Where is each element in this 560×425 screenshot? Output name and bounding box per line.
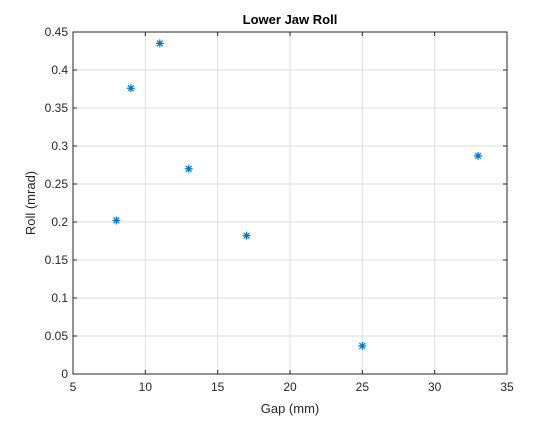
y-tick-label: 0.15 [45,253,69,267]
x-tick-label: 15 [211,380,225,394]
y-tick-label: 0.25 [45,177,69,191]
marker-stroke [474,152,482,160]
x-tick-label: 20 [283,380,297,394]
y-tick-label: 0.4 [51,63,68,77]
y-tick-label: 0.2 [51,215,68,229]
y-tick-label: 0.3 [51,139,68,153]
data-point [112,216,121,225]
y-axis-ticks: 0 0.05 0.1 0.15 0.2 0.25 0.3 0.35 0.4 0.45 [45,25,507,381]
x-tick-label: 35 [500,380,514,394]
data-point [242,231,251,240]
data-point [155,39,164,48]
data-points [112,39,483,350]
marker-stroke [359,342,366,350]
y-tick-label: 0.35 [45,101,69,115]
x-axis-label: Gap (mm) [261,401,320,416]
marker-stroke [127,84,135,92]
data-point [358,341,367,350]
y-tick-label: 0 [61,367,68,381]
x-tick-label: 10 [139,380,153,394]
marker-stroke [113,217,120,224]
chart-title: Lower Jaw Roll [243,12,338,27]
marker-stroke [156,40,164,47]
y-tick-label: 0.1 [51,291,68,305]
y-tick-label: 0.05 [45,329,69,343]
y-axis-label: Roll (mrad) [23,171,38,235]
data-point [126,84,135,93]
y-tick-label: 0.45 [45,25,69,39]
grid [73,32,507,374]
data-point [474,151,483,160]
x-tick-label: 25 [356,380,370,394]
data-point [184,164,193,173]
marker-stroke [185,165,193,173]
x-tick-label: 5 [70,380,77,394]
x-tick-label: 30 [428,380,442,394]
x-axis-ticks: 5 10 15 20 25 30 35 [70,32,514,394]
marker-stroke [243,232,250,239]
